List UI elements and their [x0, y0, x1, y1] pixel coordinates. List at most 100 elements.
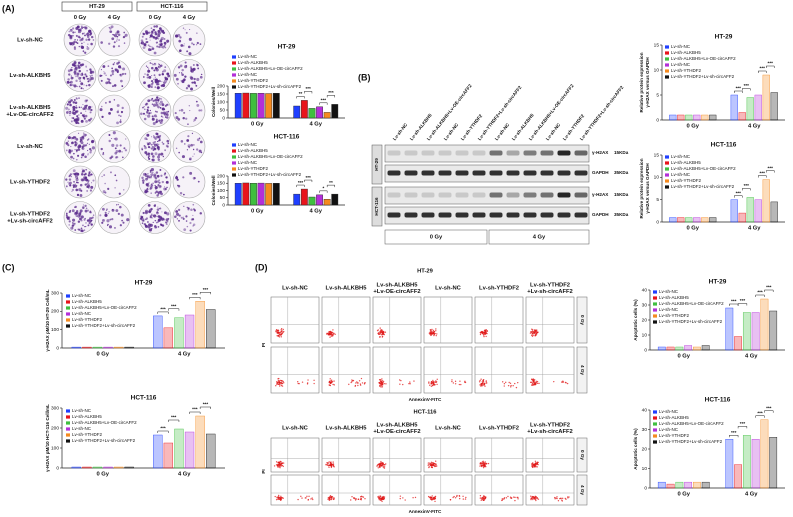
event [280, 498, 282, 501]
event [280, 327, 283, 330]
y-tick-label: 0 [56, 345, 59, 351]
dish [63, 165, 97, 199]
colony [154, 62, 156, 65]
event [485, 463, 487, 465]
x-tick-label: 4 Gy [748, 124, 761, 130]
event [402, 383, 404, 386]
band-size: 35KDa [614, 212, 629, 217]
colony [88, 171, 91, 174]
bar [300, 100, 308, 119]
colony [182, 216, 184, 218]
dish [97, 23, 131, 57]
colony [176, 218, 178, 220]
colony [147, 143, 150, 146]
colony [72, 105, 76, 110]
colony [107, 223, 109, 226]
colony [145, 114, 147, 116]
x-tick-label: 4 Gy [309, 122, 322, 128]
colony [143, 105, 145, 108]
event [328, 499, 331, 502]
event [382, 333, 384, 336]
significance-bracket [729, 303, 739, 306]
event [334, 333, 336, 336]
colony [104, 182, 106, 185]
significance-bracket [157, 311, 169, 314]
colony [83, 78, 86, 81]
colony [87, 153, 89, 155]
event [329, 384, 332, 387]
y-tick-label: 300 [51, 405, 59, 411]
colony [189, 75, 193, 79]
colony [153, 78, 155, 81]
legend-label: Lv-sh-ALKBH5+Lv-OE-circAFF2 [671, 56, 736, 61]
y-tick-label: 150 [217, 91, 225, 97]
event [535, 334, 537, 336]
colony [69, 112, 71, 115]
event [566, 382, 569, 385]
colony [78, 69, 81, 73]
event [485, 335, 487, 338]
colony [178, 109, 181, 112]
colony [145, 45, 147, 47]
legend-label: Lv-sh-ALKBH5 [72, 414, 102, 419]
bar [71, 346, 81, 349]
event [300, 495, 302, 498]
colony [82, 224, 84, 227]
colony [148, 228, 152, 232]
event [377, 467, 379, 469]
colony [159, 207, 162, 210]
significance-bracket [765, 170, 775, 173]
event [430, 333, 432, 335]
colony [162, 70, 164, 73]
colony [142, 106, 144, 109]
colony [154, 176, 158, 180]
colony [152, 81, 154, 84]
colony [195, 100, 198, 103]
event [507, 384, 510, 387]
event [568, 496, 570, 498]
band [506, 150, 520, 156]
colony [78, 97, 80, 100]
colony [74, 222, 76, 225]
event [432, 329, 435, 332]
event [380, 379, 382, 381]
colony [87, 154, 89, 156]
colony [90, 108, 93, 112]
colony [74, 183, 76, 185]
colony [69, 42, 73, 46]
colony [76, 115, 79, 118]
band [557, 192, 571, 198]
event [275, 330, 277, 332]
event [329, 334, 331, 336]
bar [742, 312, 751, 351]
colony [102, 153, 105, 156]
bar [675, 481, 684, 489]
x-tick-label: 4 Gy [745, 354, 758, 360]
colony [92, 39, 95, 41]
legend-label: Lv-sh-NC [659, 307, 679, 312]
event [429, 384, 431, 386]
colony [79, 217, 82, 221]
legend-label: Lv-sh-ALKBH5 [671, 50, 701, 55]
colony [90, 42, 93, 46]
colony [71, 222, 74, 224]
colony [86, 142, 89, 145]
significance-label: *** [766, 285, 772, 290]
colony [75, 106, 78, 109]
event [517, 381, 519, 384]
event [432, 381, 434, 384]
event [355, 382, 357, 384]
colony [113, 41, 116, 44]
dose-label: 4 Gy [533, 235, 546, 241]
colony [175, 147, 178, 150]
event [556, 496, 558, 498]
event [429, 462, 431, 464]
event [328, 331, 330, 333]
band [489, 170, 503, 176]
colony [122, 67, 126, 71]
colony [86, 47, 90, 50]
colony [187, 123, 189, 125]
dish [172, 59, 206, 92]
legend-swatch [232, 79, 236, 83]
bar [730, 199, 738, 223]
